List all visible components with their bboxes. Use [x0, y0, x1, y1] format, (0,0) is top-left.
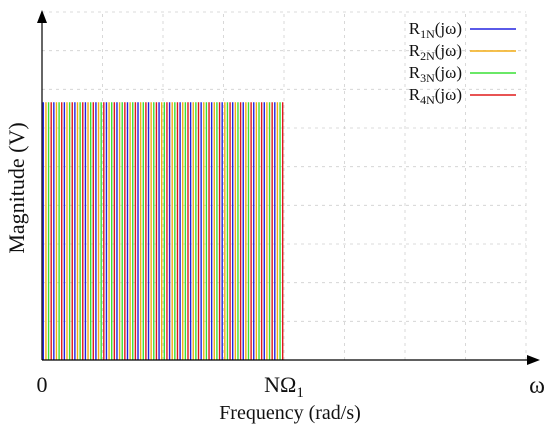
y-axis-label: Magnitude (V)	[4, 122, 29, 253]
legend-label-suffix: (jω)	[435, 41, 462, 60]
legend-label-sub: 1N	[420, 27, 435, 41]
legend: R1N(jω)R2N(jω)R3N(jω)R4N(jω)	[409, 19, 516, 107]
legend-label-sub: 3N	[420, 71, 435, 85]
legend-label-sub: 2N	[420, 49, 435, 63]
legend-label: R2N(jω)	[409, 41, 462, 63]
x-axis-label: Frequency (rad/s)	[219, 402, 361, 424]
x-tick-label-sub: 1	[296, 385, 304, 401]
spectral-lines	[42, 102, 284, 360]
x-tick-label-main: NΩ	[264, 372, 296, 397]
x-axis-arrow	[527, 355, 540, 365]
legend-label-suffix: (jω)	[435, 19, 462, 38]
legend-label-base: R	[409, 63, 421, 82]
legend-label-sub: 4N	[420, 93, 435, 107]
legend-label-base: R	[409, 19, 421, 38]
x-tick-label: 0	[37, 372, 48, 397]
legend-label-suffix: (jω)	[435, 85, 462, 104]
x-axis-end-label: ω	[529, 373, 545, 399]
y-axis-arrow	[37, 10, 47, 23]
legend-label: R3N(jω)	[409, 63, 462, 85]
x-tick-label-main: 0	[37, 372, 48, 397]
legend-label: R4N(jω)	[409, 85, 462, 107]
legend-label-base: R	[409, 85, 421, 104]
legend-label: R1N(jω)	[409, 19, 462, 41]
grid	[42, 11, 527, 360]
legend-label-suffix: (jω)	[435, 63, 462, 82]
x-tick-labels: 0 NΩ1	[37, 372, 304, 401]
legend-label-base: R	[409, 41, 421, 60]
x-tick-label: NΩ1	[264, 372, 304, 401]
